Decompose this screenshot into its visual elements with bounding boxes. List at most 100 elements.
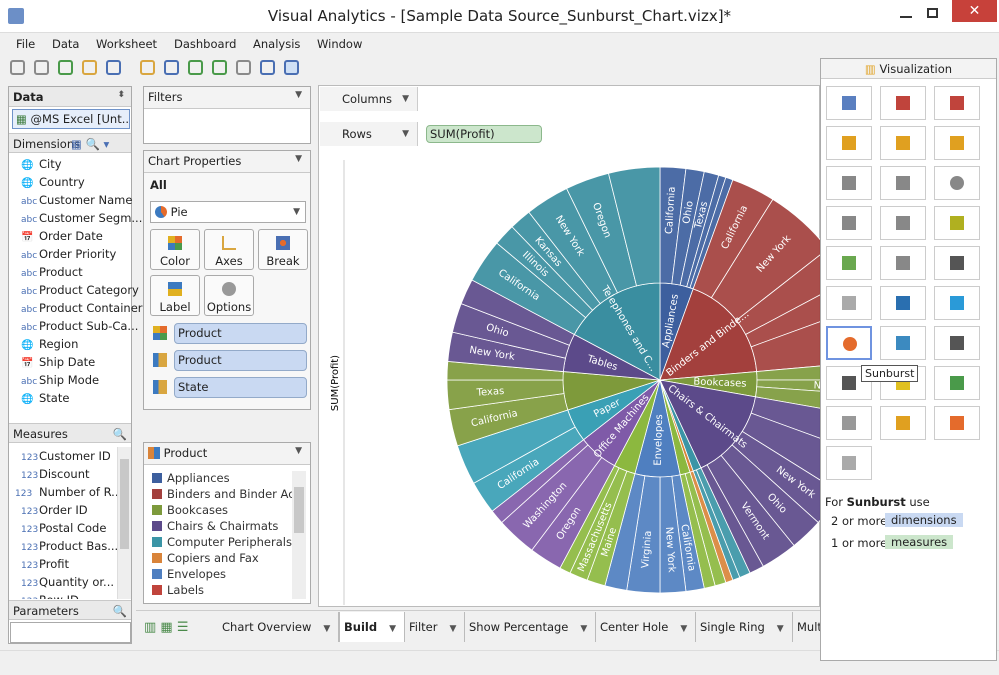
toolbar-button[interactable] bbox=[106, 60, 121, 75]
chart-type-tile[interactable] bbox=[880, 246, 926, 280]
toolbar-button[interactable] bbox=[188, 60, 203, 75]
chart-type-tile[interactable] bbox=[934, 326, 980, 360]
menu-item[interactable]: Window bbox=[317, 37, 363, 51]
chart-type-tile[interactable] bbox=[826, 286, 872, 320]
tab[interactable]: Chart Overview ▼ bbox=[218, 612, 340, 642]
close-button[interactable]: ✕ bbox=[952, 0, 997, 22]
toolbar-button[interactable] bbox=[140, 60, 155, 75]
shelf-pill[interactable]: State bbox=[174, 377, 307, 398]
chart-type-tile[interactable] bbox=[826, 206, 872, 240]
field-item[interactable]: abc Customer Segm... bbox=[9, 209, 142, 227]
field-item[interactable]: 123Profit bbox=[9, 555, 117, 573]
property-button[interactable]: Break bbox=[258, 229, 308, 270]
chart-type-tile[interactable] bbox=[880, 406, 926, 440]
shelf-pill[interactable]: Product bbox=[174, 323, 307, 344]
chart-type-tile[interactable] bbox=[880, 206, 926, 240]
chart-type-tile[interactable] bbox=[826, 166, 872, 200]
chart-type-tile[interactable] bbox=[826, 86, 872, 120]
toolbar-button[interactable] bbox=[236, 60, 251, 75]
chart-type-dropdown[interactable]: Pie ▼ bbox=[150, 201, 306, 223]
property-button[interactable]: Color bbox=[150, 229, 200, 270]
toolbar-button[interactable] bbox=[284, 60, 299, 75]
rows-pill[interactable]: SUM(Profit) bbox=[426, 125, 542, 143]
toolbar-button[interactable] bbox=[212, 60, 227, 75]
menu-item[interactable]: File bbox=[16, 37, 36, 51]
field-item[interactable]: abc Product Sub-Ca... bbox=[9, 317, 138, 335]
chart-type-tile[interactable] bbox=[880, 326, 926, 360]
tab[interactable]: Show Percentage ▼ bbox=[465, 612, 597, 642]
chart-type-tile[interactable] bbox=[880, 286, 926, 320]
chart-type-tile[interactable] bbox=[934, 126, 980, 160]
scrollbar[interactable] bbox=[292, 471, 306, 599]
chart-type-tile[interactable] bbox=[880, 126, 926, 160]
field-item[interactable]: 🌐 City bbox=[9, 155, 131, 173]
field-item[interactable]: 🌐 Region bbox=[9, 335, 131, 353]
property-button[interactable]: Axes bbox=[204, 229, 254, 270]
toolbar-button[interactable] bbox=[260, 60, 275, 75]
field-item[interactable]: abc Order Priority bbox=[9, 245, 131, 263]
menu-item[interactable]: Worksheet bbox=[96, 37, 158, 51]
chart-type-tile[interactable] bbox=[934, 406, 980, 440]
legend-item[interactable]: Bookcases bbox=[152, 503, 228, 519]
legend-item[interactable]: Labels bbox=[152, 583, 204, 599]
legend-item[interactable]: Computer Peripherals bbox=[152, 535, 292, 551]
data-source[interactable]: ▦ @MS Excel [Unt... bbox=[12, 109, 130, 129]
menu-item[interactable]: Dashboard bbox=[174, 37, 237, 51]
legend-item[interactable]: Chairs & Chairmats bbox=[152, 519, 278, 535]
columns-shelf[interactable]: Columns ▼ bbox=[320, 87, 418, 111]
field-item[interactable]: 📅 Order Date bbox=[9, 227, 131, 245]
field-item[interactable]: 🌐 Country bbox=[9, 173, 131, 191]
toolbar-button[interactable] bbox=[82, 60, 97, 75]
rows-shelf[interactable]: Rows ▼ bbox=[320, 122, 418, 146]
tab[interactable]: Single Ring ▼ bbox=[696, 612, 793, 642]
field-item[interactable]: 🌐 State bbox=[9, 389, 131, 407]
field-item[interactable]: 123Discount bbox=[9, 465, 117, 483]
maximize-button[interactable] bbox=[927, 8, 938, 18]
chart-type-tile[interactable] bbox=[934, 86, 980, 120]
chart-type-tile[interactable] bbox=[934, 286, 980, 320]
field-item[interactable]: 123Row ID bbox=[9, 591, 117, 599]
chart-type-tile[interactable] bbox=[826, 406, 872, 440]
field-item[interactable]: 123Postal Code bbox=[9, 519, 117, 537]
scrollbar[interactable] bbox=[117, 447, 131, 599]
field-item[interactable]: abc Product Container bbox=[9, 299, 143, 317]
chart-type-tile[interactable] bbox=[934, 246, 980, 280]
menu-item[interactable]: Data bbox=[52, 37, 80, 51]
shelf-pill[interactable]: Product bbox=[174, 350, 307, 371]
property-button[interactable]: Label bbox=[150, 275, 200, 316]
toolbar-button[interactable] bbox=[58, 60, 73, 75]
field-type: 123 bbox=[21, 525, 39, 535]
chart-type-tile[interactable] bbox=[826, 246, 872, 280]
field-item[interactable]: abc Product bbox=[9, 263, 131, 281]
menu-item[interactable]: Analysis bbox=[253, 37, 301, 51]
toolbar-button[interactable] bbox=[34, 60, 49, 75]
legend-item[interactable]: Binders and Binder Acc... bbox=[152, 487, 292, 503]
tab[interactable]: Build ▼ bbox=[339, 612, 405, 642]
field-item[interactable]: abc Product Category bbox=[9, 281, 139, 299]
legend-item[interactable]: Copiers and Fax bbox=[152, 551, 259, 567]
field-item[interactable]: abc Customer Name bbox=[9, 191, 132, 209]
chart-type-tile[interactable] bbox=[934, 206, 980, 240]
tab[interactable]: Filter ▼ bbox=[405, 612, 466, 642]
toolbar-button[interactable] bbox=[164, 60, 179, 75]
legend-item[interactable]: Envelopes bbox=[152, 567, 226, 583]
field-item[interactable]: 📅 Ship Date bbox=[9, 353, 131, 371]
chart-type-tile[interactable] bbox=[934, 166, 980, 200]
toolbar-button[interactable] bbox=[10, 60, 25, 75]
chart-type-tile[interactable] bbox=[934, 366, 980, 400]
tab[interactable]: Center Hole ▼ bbox=[596, 612, 697, 642]
chart-type-tile[interactable] bbox=[880, 166, 926, 200]
property-button[interactable]: Options bbox=[204, 275, 254, 316]
field-item[interactable]: 123 Number of R... bbox=[9, 483, 117, 501]
chart-type-tile[interactable] bbox=[826, 326, 872, 360]
chart-type-tile[interactable] bbox=[826, 446, 872, 480]
field-item[interactable]: abc Ship Mode bbox=[9, 371, 131, 389]
field-item[interactable]: 123Order ID bbox=[9, 501, 117, 519]
minimize-button[interactable] bbox=[900, 16, 912, 18]
field-item[interactable]: 123Product Bas... bbox=[9, 537, 117, 555]
chart-type-tile[interactable] bbox=[826, 126, 872, 160]
chart-type-tile[interactable] bbox=[880, 86, 926, 120]
field-item[interactable]: 123Quantity or... bbox=[9, 573, 117, 591]
legend-item[interactable]: Appliances bbox=[152, 471, 230, 487]
field-item[interactable]: 123Customer ID bbox=[9, 447, 117, 465]
